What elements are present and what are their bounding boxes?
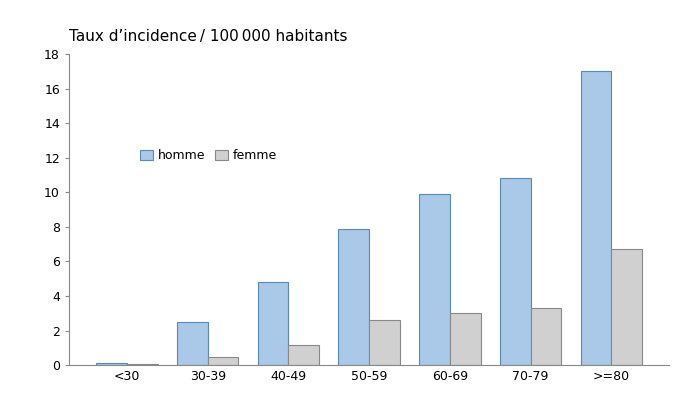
Bar (531, 308, 561, 365)
Bar (581, 71, 611, 365)
Bar (611, 249, 642, 365)
Bar (97, 363, 127, 365)
Bar (288, 345, 319, 365)
Bar (258, 282, 288, 365)
Bar (450, 313, 480, 365)
Bar (369, 320, 400, 365)
Bar (208, 357, 238, 365)
Bar (339, 229, 369, 365)
Legend: homme, femme: homme, femme (135, 144, 282, 167)
Text: Taux d’incidence / 100 000 habitants: Taux d’incidence / 100 000 habitants (69, 29, 348, 44)
Bar (500, 178, 531, 365)
Bar (127, 364, 157, 365)
Bar (420, 194, 450, 365)
Bar (177, 322, 208, 365)
